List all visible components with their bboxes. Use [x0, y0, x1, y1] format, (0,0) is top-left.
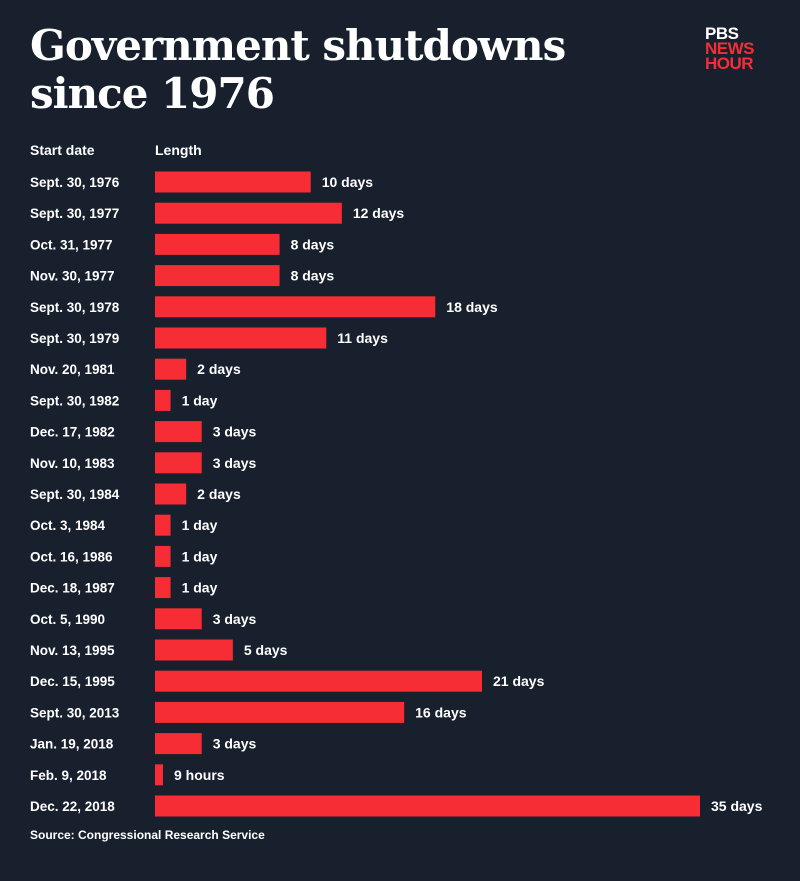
bar [155, 764, 163, 786]
bar [155, 233, 280, 255]
bar [155, 296, 436, 318]
category-label: Oct. 3, 1984 [30, 518, 106, 533]
bar [155, 265, 280, 287]
data-label: 5 days [244, 642, 288, 658]
category-label: Sept. 30, 1982 [30, 393, 119, 408]
category-label: Dec. 17, 1982 [30, 425, 115, 440]
bar [155, 795, 700, 817]
data-label: 8 days [291, 236, 335, 252]
data-label: 35 days [711, 798, 763, 814]
bar [155, 389, 171, 411]
pbs-newshour-logo: PBS NEWS HOUR [705, 24, 755, 73]
category-label: Sept. 30, 2013 [30, 705, 120, 720]
bar [155, 577, 171, 599]
data-label: 2 days [197, 486, 241, 502]
bar [155, 483, 187, 505]
source-note: Source: Congressional Research Service [30, 828, 265, 842]
bar [155, 545, 171, 567]
category-label: Oct. 31, 1977 [30, 237, 113, 252]
length-header: Length [155, 142, 202, 158]
chart-title: Government shutdowns since 1976 [30, 21, 566, 118]
data-label: 1 day [182, 580, 218, 596]
bar [155, 452, 202, 474]
category-label: Feb. 9, 2018 [30, 768, 107, 783]
category-label: Nov. 20, 1981 [30, 362, 115, 377]
bar [155, 733, 202, 755]
category-label: Oct. 16, 1986 [30, 549, 113, 564]
data-label: 21 days [493, 673, 545, 689]
category-label: Dec. 18, 1987 [30, 581, 115, 596]
data-label: 9 hours [174, 767, 225, 783]
data-label: 1 day [182, 548, 218, 564]
data-label: 12 days [353, 205, 405, 221]
bar [155, 608, 202, 630]
category-label: Jan. 19, 2018 [30, 737, 114, 752]
data-label: 2 days [197, 361, 241, 377]
category-label: Nov. 10, 1983 [30, 456, 115, 471]
bar [155, 514, 171, 536]
logo-line-news: NEWS [705, 39, 755, 58]
data-label: 10 days [322, 174, 374, 190]
category-label: Sept. 30, 1984 [30, 487, 120, 502]
bar [155, 701, 405, 723]
start-date-header: Start date [30, 142, 95, 158]
category-label: Sept. 30, 1976 [30, 175, 120, 190]
bar [155, 639, 233, 661]
data-label: 8 days [291, 268, 335, 284]
data-label: 3 days [213, 736, 257, 752]
data-label: 1 day [182, 517, 218, 533]
data-label: 16 days [415, 704, 467, 720]
data-label: 3 days [213, 611, 257, 627]
data-label: 3 days [213, 455, 257, 471]
data-label: 3 days [213, 424, 257, 440]
category-label: Oct. 5, 1990 [30, 612, 105, 627]
category-label: Sept. 30, 1979 [30, 331, 119, 346]
logo-line-hour: HOUR [705, 54, 754, 73]
category-label: Nov. 13, 1995 [30, 643, 115, 658]
data-label: 1 day [182, 392, 218, 408]
data-label: 18 days [446, 299, 498, 315]
bar [155, 670, 482, 692]
bar [155, 171, 311, 193]
bar [155, 327, 327, 349]
bar [155, 358, 187, 380]
category-label: Sept. 30, 1978 [30, 300, 120, 315]
category-label: Dec. 22, 2018 [30, 799, 115, 814]
bar [155, 421, 202, 443]
data-label: 11 days [337, 330, 388, 346]
logo-line-pbs: PBS [705, 24, 739, 43]
category-label: Sept. 30, 1977 [30, 206, 119, 221]
category-label: Dec. 15, 1995 [30, 674, 115, 689]
bar [155, 202, 342, 224]
category-label: Nov. 30, 1977 [30, 269, 115, 284]
